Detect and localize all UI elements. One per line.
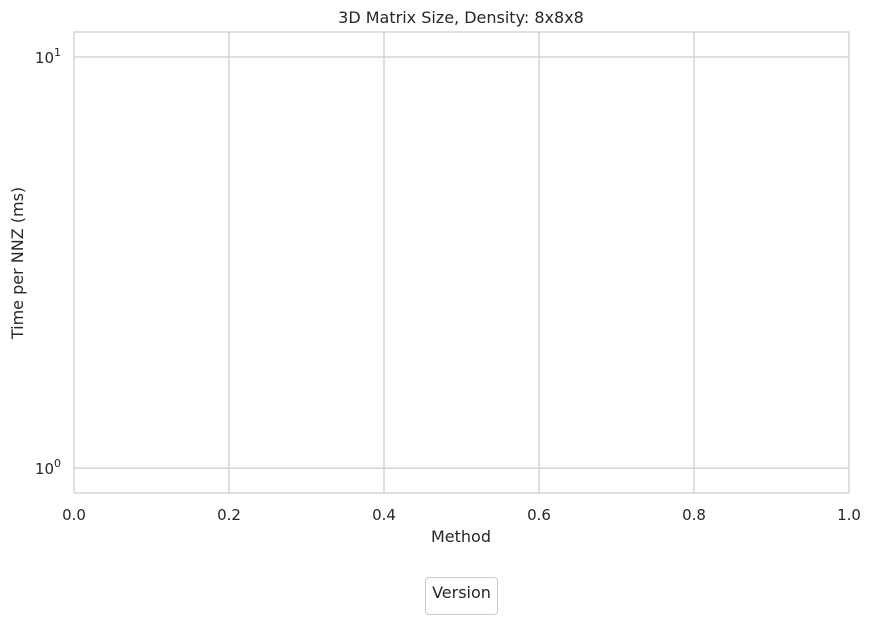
x-tick-label: 0.0 (62, 506, 86, 524)
grid (74, 32, 849, 493)
chart-title: 3D Matrix Size, Density: 8x8x8 (338, 8, 584, 27)
y-tick-base: 10 (35, 460, 54, 478)
y-tick-exponent: 1 (54, 46, 61, 59)
x-tick-label: 0.2 (217, 506, 241, 524)
x-tick-label: 0.4 (372, 506, 396, 524)
plot-frame (73, 31, 850, 494)
x-tick-label: 0.6 (527, 506, 551, 524)
legend-title: Version (432, 583, 491, 602)
y-tick-label: 101 (35, 46, 61, 67)
y-tick-label: 100 (35, 457, 61, 478)
x-tick-label: 0.8 (682, 506, 706, 524)
x-tick-label: 1.0 (837, 506, 861, 524)
x-axis-label: Method (431, 527, 491, 546)
legend: Version (425, 577, 498, 615)
y-tick-exponent: 0 (54, 457, 61, 470)
y-axis-label: Time per NNZ (ms) (8, 187, 27, 340)
x-axis-ticks: 0.0 0.2 0.4 0.6 0.8 1.0 (62, 506, 861, 524)
y-tick-base: 10 (35, 49, 54, 67)
